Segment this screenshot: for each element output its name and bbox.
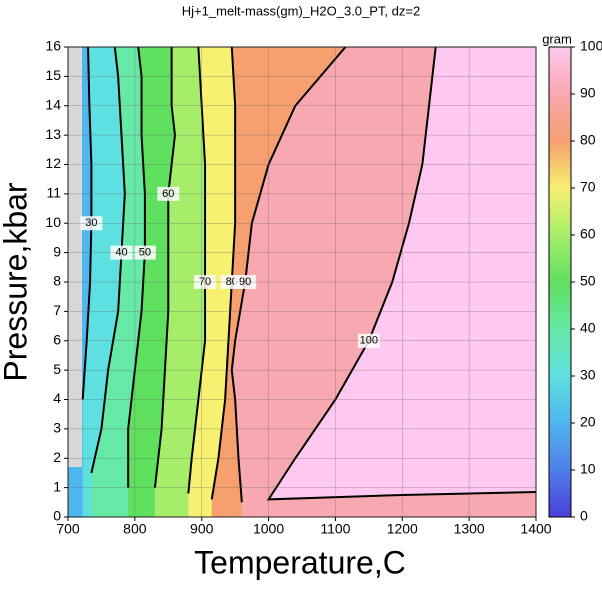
colorbar-tick-label: 0: [580, 508, 588, 524]
colorbar-tick-label: 10: [580, 461, 596, 477]
y-tick-label: 1: [53, 478, 61, 494]
y-tick-label: 8: [53, 273, 61, 289]
y-tick-label: 7: [53, 302, 61, 318]
colorbar-tick-label: 100: [580, 38, 602, 54]
chart-title: Hj+1_melt-mass(gm)_H2O_3.0_PT, dz=2: [182, 3, 420, 18]
y-tick-label: 0: [53, 508, 61, 524]
colorbar: [548, 46, 572, 518]
y-tick-label: 14: [45, 96, 61, 112]
x-tick-label: 900: [190, 521, 214, 537]
x-tick-label: 1400: [520, 521, 551, 537]
y-tick-label: 11: [46, 185, 61, 201]
x-tick-label: 1000: [253, 521, 284, 537]
y-tick-label: 5: [53, 361, 61, 377]
y-tick-label: 12: [45, 155, 61, 171]
y-axis-label: Pressure,kbar: [0, 182, 33, 382]
x-tick-label: 1100: [320, 521, 350, 537]
x-tick-label: 800: [123, 521, 147, 537]
y-tick-label: 2: [53, 449, 61, 465]
y-tick-label: 9: [53, 243, 61, 259]
x-tick-label: 1300: [454, 521, 485, 537]
colorbar-tick-label: 60: [580, 226, 596, 242]
x-tick-label: 700: [56, 521, 80, 537]
colorbar-tick-label: 50: [580, 273, 596, 289]
colorbar-tick-label: 20: [580, 414, 596, 430]
colorbar-label: gram: [542, 31, 572, 46]
x-tick-label: 1200: [387, 521, 418, 537]
y-tick-label: 6: [53, 331, 61, 347]
colorbar-tick-label: 40: [580, 320, 596, 336]
colorbar-tick-label: 80: [580, 132, 596, 148]
y-tick-label: 4: [53, 390, 61, 406]
y-tick-label: 16: [45, 38, 61, 54]
no-data-region: [68, 47, 82, 467]
y-tick-label: 15: [45, 67, 61, 83]
colorbar-tick-label: 70: [580, 179, 596, 195]
colorbar-tick-label: 30: [580, 367, 596, 383]
y-tick-label: 3: [53, 420, 61, 436]
y-tick-label: 10: [45, 214, 61, 230]
y-tick-label: 13: [45, 126, 61, 142]
colorbar-tick-label: 90: [580, 85, 596, 101]
x-axis-label: Temperature,C: [194, 544, 406, 580]
